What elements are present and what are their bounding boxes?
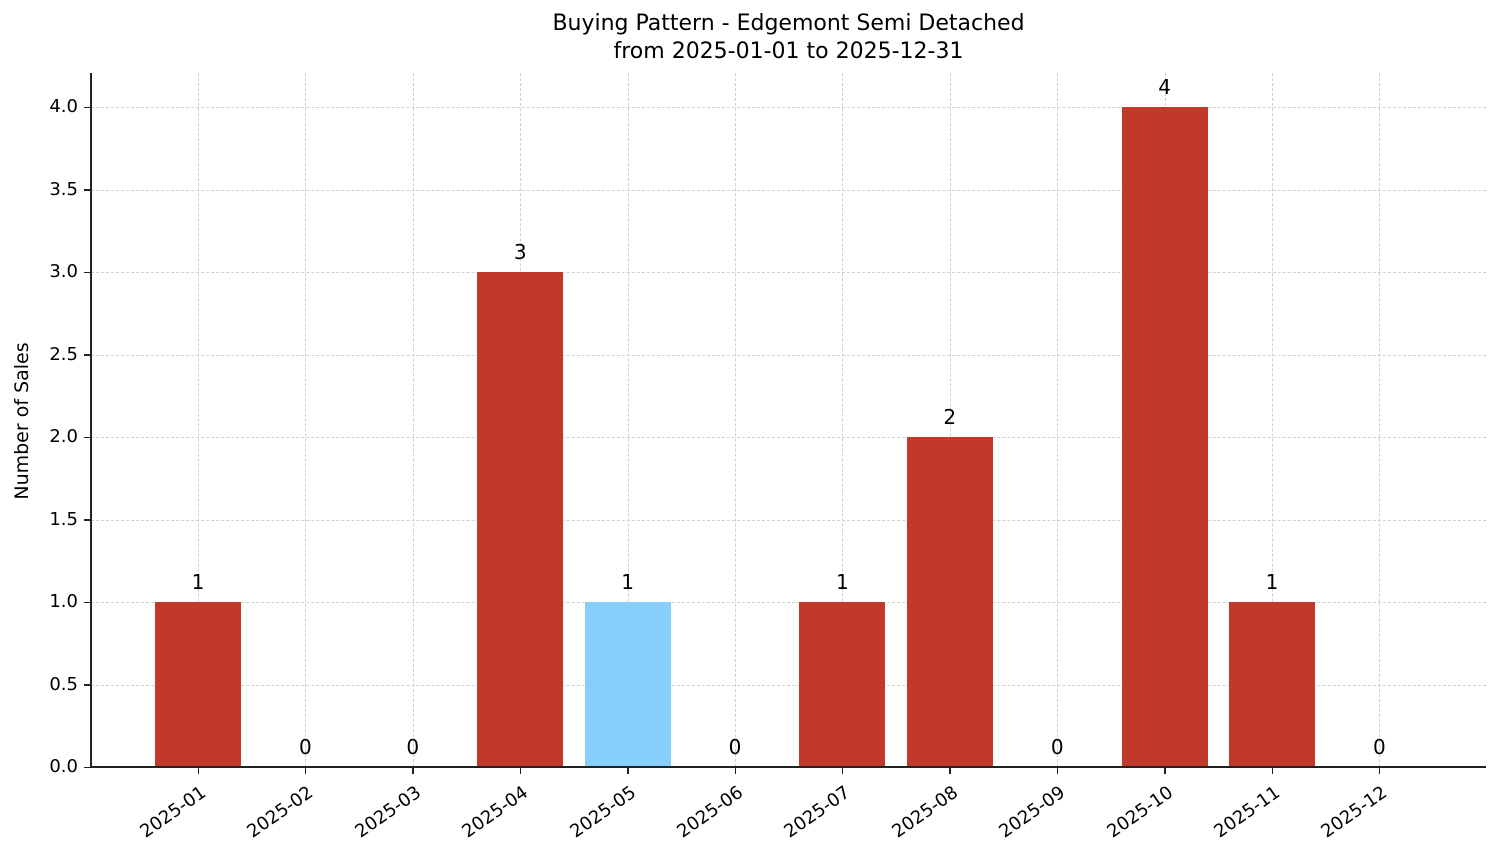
chart-title-main: Buying Pattern - Edgemont Semi Detached xyxy=(552,11,1025,36)
bar-2025-10 xyxy=(1121,107,1208,767)
bar-value-label: 3 xyxy=(513,240,527,264)
bar-value-label: 0 xyxy=(1050,735,1064,759)
x-tick-label: 2025-06 xyxy=(673,782,748,843)
x-tick-label: 2025-02 xyxy=(243,782,318,843)
y-tick-label: 3.0 xyxy=(49,261,78,282)
v-gridline xyxy=(412,73,414,767)
bar-value-label: 1 xyxy=(191,570,205,594)
bar-value-label: 4 xyxy=(1158,75,1171,99)
x-tick-mark xyxy=(197,768,199,774)
bar-2025-05 xyxy=(584,602,671,767)
bar-value-label: 0 xyxy=(299,735,312,759)
bar-value-label: 1 xyxy=(1265,570,1279,594)
v-gridline xyxy=(949,73,951,767)
chart-subtitle: from 2025-01-01 to 2025-12-31 xyxy=(613,39,964,64)
y-axis-title: Number of Sales xyxy=(11,342,33,500)
bar-value-label: 2 xyxy=(943,405,957,429)
x-tick-mark xyxy=(412,768,414,774)
x-tick-mark xyxy=(1378,768,1381,774)
x-axis-line xyxy=(90,766,1486,768)
x-tick-label: 2025-03 xyxy=(351,782,425,843)
bar-2025-04 xyxy=(477,272,564,767)
y-tick-mark xyxy=(84,436,90,438)
x-tick-label: 2025-11 xyxy=(1210,782,1285,843)
y-axis-line xyxy=(90,73,92,768)
x-tick-label: 2025-01 xyxy=(136,782,211,843)
v-gridline xyxy=(198,73,199,767)
y-tick-label: 0.5 xyxy=(49,673,78,695)
x-tick-label: 2025-08 xyxy=(888,782,962,843)
h-gridline xyxy=(91,437,1486,438)
v-gridline xyxy=(842,73,844,767)
y-tick-label: 2.0 xyxy=(49,426,78,447)
h-gridline xyxy=(91,107,1486,108)
h-gridline xyxy=(91,272,1486,273)
h-gridline xyxy=(91,354,1486,356)
x-tick-mark xyxy=(949,768,951,774)
bar-2025-01 xyxy=(155,602,241,767)
v-gridline xyxy=(1379,73,1381,767)
y-tick-label: 0.0 xyxy=(49,756,78,777)
h-gridline xyxy=(91,684,1486,686)
x-tick-mark xyxy=(1164,768,1166,774)
y-tick-mark xyxy=(84,766,90,768)
v-gridline xyxy=(305,73,307,767)
bar-value-label: 0 xyxy=(1373,735,1386,759)
y-tick-mark xyxy=(84,684,90,686)
y-tick-mark xyxy=(84,189,90,191)
y-tick-label: 3.5 xyxy=(49,178,78,200)
h-gridline xyxy=(91,189,1486,191)
y-tick-label: 2.5 xyxy=(49,343,78,365)
x-tick-label: 2025-07 xyxy=(780,782,855,843)
y-tick-mark xyxy=(84,354,90,356)
y-tick-mark xyxy=(84,271,90,273)
y-tick-mark xyxy=(84,106,90,108)
x-tick-label: 2025-04 xyxy=(458,782,533,843)
x-tick-mark xyxy=(519,768,522,774)
x-tick-label: 2025-09 xyxy=(995,782,1070,843)
v-gridline xyxy=(1057,73,1059,767)
x-tick-mark xyxy=(841,768,844,774)
x-tick-mark xyxy=(734,768,736,774)
x-tick-mark xyxy=(1056,768,1059,774)
y-tick-label: 4.0 xyxy=(49,96,78,117)
h-gridline xyxy=(91,602,1486,603)
x-tick-mark xyxy=(304,768,307,774)
v-gridline xyxy=(1272,73,1273,767)
h-gridline xyxy=(91,519,1486,521)
x-tick-label: 2025-05 xyxy=(565,782,640,843)
x-tick-label: 2025-10 xyxy=(1102,782,1177,843)
x-tick-label: 2025-12 xyxy=(1317,782,1392,843)
y-tick-label: 1.0 xyxy=(49,591,78,612)
bar-2025-07 xyxy=(799,602,886,767)
v-gridline xyxy=(735,73,736,767)
chart-title: Buying Pattern - Edgemont Semi Detached … xyxy=(0,10,1501,66)
bar-value-label: 0 xyxy=(728,735,742,759)
bar-value-label: 0 xyxy=(406,735,420,759)
bar-2025-11 xyxy=(1229,602,1315,767)
bar-2025-08 xyxy=(906,437,993,767)
bar-value-label: 1 xyxy=(621,570,634,594)
v-gridline xyxy=(627,73,629,767)
x-tick-mark xyxy=(627,768,629,774)
y-tick-mark xyxy=(84,519,90,521)
x-tick-mark xyxy=(1271,768,1273,774)
bar-value-label: 1 xyxy=(836,570,849,594)
y-tick-label: 1.5 xyxy=(49,508,78,530)
y-tick-mark xyxy=(84,601,90,603)
